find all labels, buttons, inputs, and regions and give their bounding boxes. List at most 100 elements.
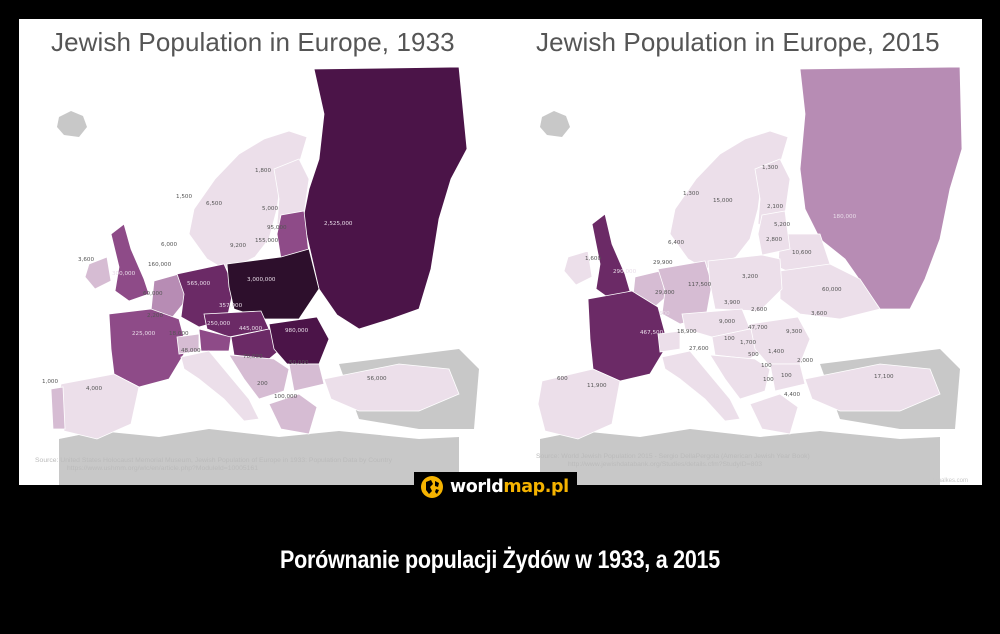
worldmap-logo: worldmap.pl [414, 472, 577, 501]
logo-text: worldmap.pl [450, 477, 569, 497]
label-slovakia: 2,600 [751, 307, 767, 313]
label-hungary: 47,700 [748, 325, 768, 331]
source-1933: Source: United States Holocaust Memorial… [35, 457, 485, 473]
label-sweden: 15,000 [713, 198, 733, 204]
ireland-shape [84, 256, 112, 290]
image-frame: 2,525,000 3,000,000 565,000 357,000 250,… [19, 19, 982, 485]
ussr-shape [302, 66, 468, 330]
label-czech: 357,000 [219, 303, 243, 309]
austria-shape [198, 328, 232, 352]
source-text-1933: Source: United States Holocaust Memorial… [35, 457, 393, 464]
label-italy: 27,600 [689, 346, 709, 352]
label-denmark: 6,000 [161, 242, 177, 248]
label-finland: 1,300 [762, 165, 778, 171]
label-russia: 180,000 [833, 214, 857, 220]
source-url-1933: https://www.ushmm.org/wlc/en/article.php… [67, 465, 258, 472]
label-macedonia: 100 [781, 373, 792, 379]
ukraine-shape [779, 263, 881, 320]
label-romania: 980,000 [285, 328, 309, 334]
label-france: 225,000 [132, 331, 156, 337]
iberia-shape [56, 373, 140, 440]
label-portugal: 600 [557, 376, 568, 382]
switzerland-shape [657, 330, 681, 353]
label-croatia: 1,700 [740, 340, 756, 346]
turkey-shape [323, 363, 460, 412]
label-luxembourg: 2,200 [147, 313, 163, 319]
label-norway: 1,500 [176, 194, 192, 200]
label-greece: 100,000 [274, 394, 298, 400]
label-ireland: 3,600 [78, 257, 94, 263]
label-belgium: 29,800 [655, 290, 675, 296]
label-switzerland: 18,900 [677, 329, 697, 335]
map-title-1933: Jewish Population in Europe, 1933 [51, 27, 455, 57]
switzerland-shape [176, 333, 200, 355]
label-greece: 4,400 [784, 392, 800, 398]
uk-shape [110, 223, 150, 302]
label-norway: 1,300 [683, 191, 699, 197]
italy-shape [661, 350, 741, 422]
label-serbia: 1,400 [768, 349, 784, 355]
label-germany: 565,000 [187, 281, 211, 287]
source-url-2015: http://www.jewishdatabank.org/Studies/de… [568, 461, 763, 468]
north-africa-shape [59, 429, 459, 485]
label-finland: 1,800 [255, 168, 271, 174]
label-czech: 3,900 [724, 300, 740, 306]
portugal-shape [50, 386, 66, 430]
label-lithuania: 155,000 [255, 238, 279, 244]
iberia-shape [537, 368, 621, 440]
poland-shape [707, 254, 783, 312]
label-poland: 3,000,000 [247, 277, 276, 283]
label-italy: 48,000 [181, 348, 201, 354]
label-albania: 200 [257, 381, 268, 387]
map-panel-1933: 2,525,000 3,000,000 565,000 357,000 250,… [19, 19, 500, 485]
bulgaria-shape [288, 363, 325, 392]
label-denmark: 6,400 [668, 240, 684, 246]
label-ireland: 1,600 [585, 256, 601, 262]
greece-shape [749, 393, 799, 435]
label-netherlands: 160,000 [148, 262, 172, 268]
labels-2015: 180,000 60,000 10,600 3,200 117,500 467,… [557, 165, 894, 398]
globe-icon [421, 475, 443, 498]
label-estonia: 2,100 [767, 204, 783, 210]
label-ukraine: 60,000 [822, 287, 842, 293]
baltics-shape [757, 210, 791, 256]
label-bulgaria: 50,000 [289, 360, 309, 366]
label-danzig: 9,200 [230, 243, 246, 249]
label-slovenia: 100 [724, 336, 735, 342]
label-austria: 9,000 [719, 319, 735, 325]
label-poland: 3,200 [742, 274, 758, 280]
label-albania: 100 [763, 377, 774, 383]
caption: Porównanie populacji Żydów w 1933, a 201… [280, 546, 720, 574]
label-belarus: 10,600 [792, 250, 812, 256]
label-uk: 290,000 [613, 269, 637, 275]
label-romania: 9,300 [786, 329, 802, 335]
iceland-shape [57, 111, 87, 137]
logo-text-world: world [450, 476, 504, 497]
ireland-shape [563, 250, 593, 286]
labels-1933: 2,525,000 3,000,000 565,000 357,000 250,… [42, 168, 387, 400]
poland-shape [226, 248, 320, 320]
label-latvia: 5,200 [774, 222, 790, 228]
label-ussr: 2,525,000 [324, 221, 353, 227]
france-shape [587, 290, 669, 382]
label-moldova: 3,600 [811, 311, 827, 317]
iceland-shape [540, 111, 570, 137]
label-spain: 4,000 [86, 386, 102, 392]
label-spain: 11,900 [587, 383, 607, 389]
label-turkey: 17,100 [874, 374, 894, 380]
romania-shape [268, 316, 330, 365]
label-switzerland: 18,000 [169, 331, 189, 337]
yugoslavia-shape [228, 354, 290, 400]
turkey-shape [804, 363, 941, 412]
label-yugoslavia: 70,000 [243, 354, 263, 360]
label-turkey: 56,000 [367, 376, 387, 382]
label-sweden: 6,500 [206, 201, 222, 207]
scandinavia-shape [188, 130, 308, 270]
map-panel-2015: 180,000 60,000 10,600 3,200 117,500 467,… [500, 19, 982, 485]
bulgaria-shape [769, 363, 806, 392]
label-portugal: 1,000 [42, 379, 58, 385]
label-belgium: 60,000 [143, 291, 163, 297]
europe-map-1933: 2,525,000 3,000,000 565,000 357,000 250,… [42, 66, 479, 485]
label-montenegro: 100 [761, 363, 772, 369]
label-lithuania: 2,800 [766, 237, 782, 243]
